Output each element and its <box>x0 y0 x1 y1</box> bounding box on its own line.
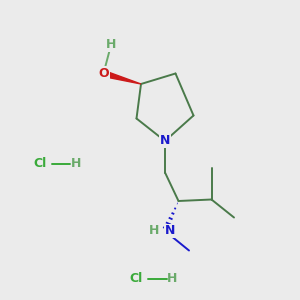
Text: Cl: Cl <box>34 157 47 170</box>
Text: Cl: Cl <box>130 272 143 286</box>
Polygon shape <box>103 70 141 84</box>
Text: O: O <box>98 67 109 80</box>
Text: H: H <box>167 272 178 286</box>
Text: N: N <box>160 134 170 148</box>
Text: H: H <box>71 157 82 170</box>
Text: N: N <box>165 224 176 238</box>
Text: H: H <box>106 38 116 52</box>
Text: H: H <box>149 224 160 237</box>
